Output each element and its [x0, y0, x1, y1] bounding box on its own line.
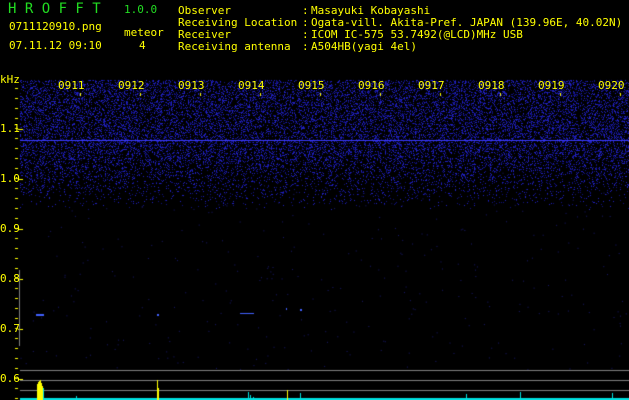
x-tick-label: 0915: [298, 79, 325, 92]
y-tick-label: 1.0: [0, 172, 20, 185]
x-tick-label: 0914: [238, 79, 265, 92]
app-version: 1.0.0: [124, 3, 158, 16]
y-tick-label: 0.6: [0, 372, 20, 385]
info-value: A504HB(yagi 4el): [311, 40, 417, 53]
info-value: ICOM IC-575 53.7492(@LCD)MHz USB: [311, 28, 523, 41]
file-datetime: 07.11.12 09:10: [9, 39, 102, 52]
y-unit: kHz: [0, 73, 20, 86]
y-tick-label: 1.1: [0, 122, 20, 135]
info-label: Receiving antenna: [178, 40, 291, 53]
info-label: Observer: [178, 4, 231, 17]
x-tick-label: 0916: [358, 79, 385, 92]
info-label: Receiving Location: [178, 16, 298, 29]
x-tick-label: 0911: [58, 79, 85, 92]
meteor-count: 4: [139, 39, 146, 52]
x-tick-label: 0912: [118, 79, 145, 92]
meteor-label: meteor: [124, 26, 164, 39]
info-sep: :: [302, 40, 309, 53]
y-tick-label: 0.9: [0, 222, 20, 235]
x-tick-label: 0917: [418, 79, 445, 92]
info-value: Ogata-vill. Akita-Pref. JAPAN (139.96E, …: [311, 16, 623, 29]
x-tick-label: 0920: [598, 79, 625, 92]
info-sep: :: [302, 16, 309, 29]
info-sep: :: [302, 4, 309, 17]
info-label: Receiver: [178, 28, 231, 41]
x-tick-label: 0913: [178, 79, 205, 92]
x-tick-label: 0919: [538, 79, 565, 92]
y-tick-label: 0.8: [0, 272, 20, 285]
info-value: Masayuki Kobayashi: [311, 4, 431, 17]
info-sep: :: [302, 28, 309, 41]
app-title: H R O F F T: [8, 1, 101, 17]
x-tick-label: 0918: [478, 79, 505, 92]
y-tick-label: 0.7: [0, 322, 20, 335]
file-name: 0711120910.png: [9, 20, 102, 33]
